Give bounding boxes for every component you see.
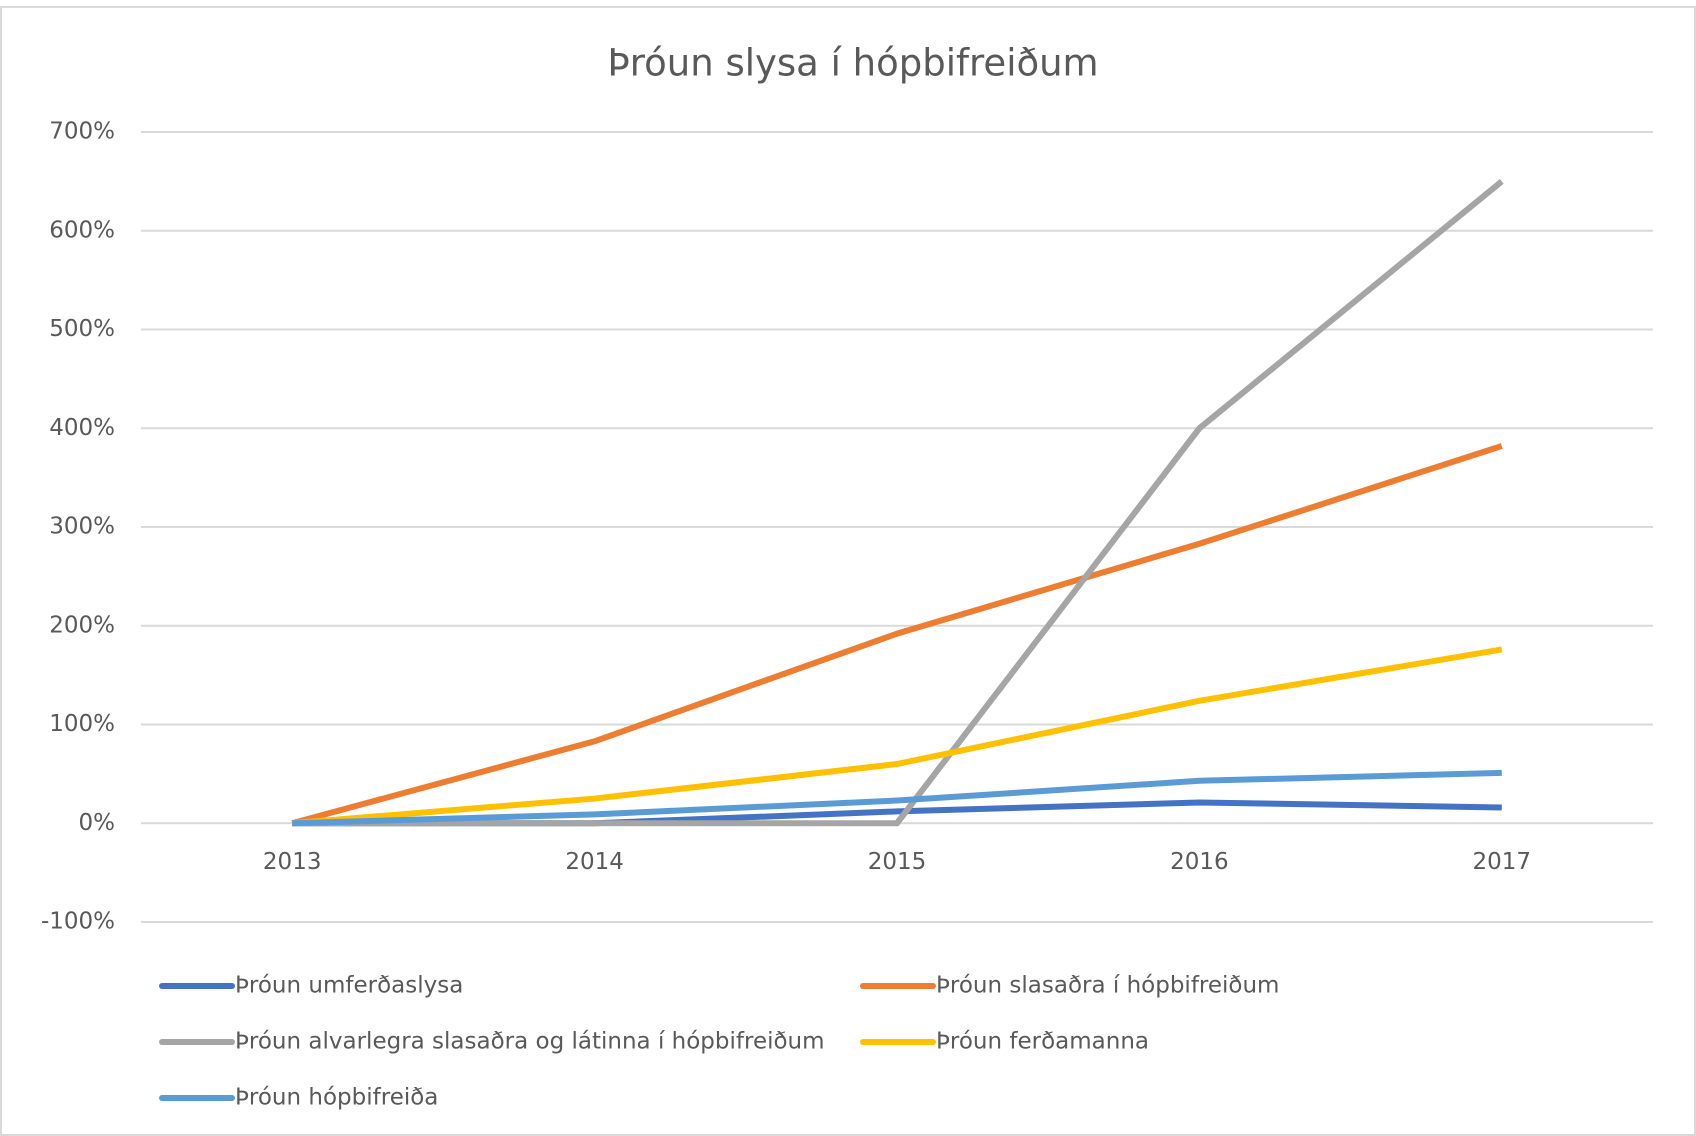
legend-label: Þróun alvarlegra slasaðra og látinna í h… xyxy=(235,1029,825,1055)
x-tick-label: 2016 xyxy=(1170,849,1229,875)
chart-title: Þróun slysa í hópbifreiðum xyxy=(607,42,1098,85)
y-tick-label: 500% xyxy=(49,316,115,342)
legend-label: Þróun umferðaslysa xyxy=(235,973,463,999)
series-line xyxy=(291,443,1503,827)
x-tick-label: 2013 xyxy=(263,849,322,875)
series-line xyxy=(292,179,1504,827)
y-tick-label: 100% xyxy=(49,711,115,737)
series-line xyxy=(292,769,1502,827)
y-tick-label: 200% xyxy=(49,612,115,638)
x-tick-label: 2015 xyxy=(868,849,927,875)
chart-border xyxy=(0,6,1696,1136)
y-tick-label: -100% xyxy=(41,909,115,935)
y-tick-label: 400% xyxy=(49,415,115,441)
legend-label: Þróun ferðamanna xyxy=(936,1029,1149,1055)
series-line xyxy=(291,646,1503,827)
y-tick-label: 700% xyxy=(49,119,115,145)
y-tick-label: 0% xyxy=(79,810,116,836)
y-tick-label: 300% xyxy=(49,514,115,540)
legend-label: Þróun hópbifreiða xyxy=(235,1085,438,1111)
legend-label: Þróun slasaðra í hópbifreiðum xyxy=(936,973,1279,999)
x-tick-label: 2017 xyxy=(1473,849,1532,875)
x-tick-label: 2014 xyxy=(565,849,624,875)
y-tick-label: 600% xyxy=(49,217,115,243)
